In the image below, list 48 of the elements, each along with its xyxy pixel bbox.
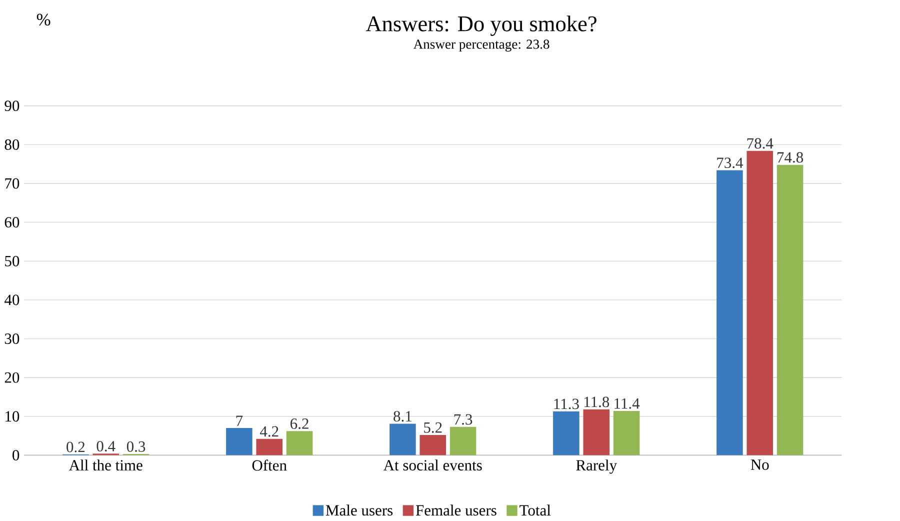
y-tick-label: 80 xyxy=(4,139,20,150)
y-tick-label: 40 xyxy=(4,294,20,306)
bar xyxy=(450,426,476,456)
y-tick-label: 10 xyxy=(6,411,20,422)
y-tick-label: 50 xyxy=(5,256,20,266)
bar xyxy=(716,170,743,456)
data-label: 8.1 xyxy=(394,410,412,422)
chart-subtitle: Answer percentage: 23.8 xyxy=(413,40,550,52)
data-label: 6.2 xyxy=(290,418,308,429)
bar xyxy=(390,424,416,456)
data-label: 7 xyxy=(236,416,243,426)
bar xyxy=(286,431,313,456)
y-tick-label: 90 xyxy=(4,100,20,111)
legend-label: Total xyxy=(520,504,551,516)
bar xyxy=(776,164,804,456)
x-tick-label: At social events xyxy=(383,459,482,470)
data-label: 7.3 xyxy=(454,414,472,425)
y-tick-label: 0 xyxy=(12,450,20,460)
data-label: 73.4 xyxy=(717,158,744,168)
data-label: 74.8 xyxy=(777,152,804,163)
chart-title: Answers: Do you smoke? xyxy=(366,16,596,36)
bar xyxy=(746,150,774,456)
legend-label: Female users xyxy=(416,504,496,516)
bar xyxy=(420,434,446,456)
data-label: 78.4 xyxy=(747,138,774,149)
x-tick-label: All the time xyxy=(68,459,142,470)
y-tick-label: 70 xyxy=(5,178,20,189)
data-label: 11.4 xyxy=(614,398,640,409)
data-label: 5.2 xyxy=(424,422,442,433)
data-label: 0.4 xyxy=(96,440,116,452)
data-label: 4.2 xyxy=(260,426,278,437)
data-label: 0.2 xyxy=(66,442,85,452)
y-axis-title: % xyxy=(36,14,50,26)
data-label: 11.3 xyxy=(554,398,579,410)
y-tick-label: 30 xyxy=(4,333,20,344)
bar xyxy=(583,409,610,456)
data-label: 0.3 xyxy=(126,441,146,452)
x-tick-label: Rarely xyxy=(576,459,617,474)
bar xyxy=(613,410,640,456)
x-tick-label: Often xyxy=(252,459,287,471)
bar xyxy=(256,438,283,456)
bar xyxy=(553,411,580,456)
y-tick-label: 20 xyxy=(4,372,20,383)
legend-label: Male users xyxy=(326,504,393,516)
y-tick-label: 60 xyxy=(4,216,20,228)
bar xyxy=(226,428,252,456)
data-label: 11.8 xyxy=(584,396,610,408)
x-tick-label: No xyxy=(750,459,769,470)
